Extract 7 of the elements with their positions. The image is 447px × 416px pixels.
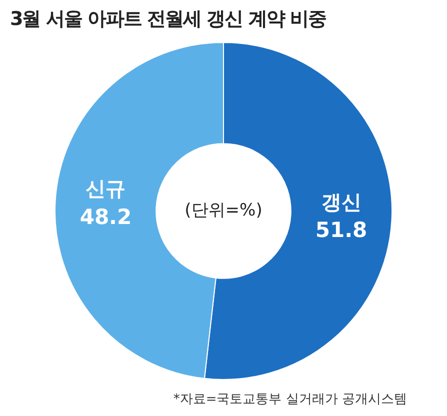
- chart-title: 3월 서울 아파트 전월세 갱신 계약 비중: [10, 7, 326, 32]
- data-label: 51.8: [315, 218, 368, 242]
- text: (단위=%): [184, 200, 262, 220]
- slice-label: 갱신: [321, 190, 362, 214]
- slice-label: 신규: [86, 176, 126, 201]
- text: *자료=국토교통부 실거래가 공개시스템: [173, 391, 407, 408]
- data-label: 48.2: [80, 204, 132, 229]
